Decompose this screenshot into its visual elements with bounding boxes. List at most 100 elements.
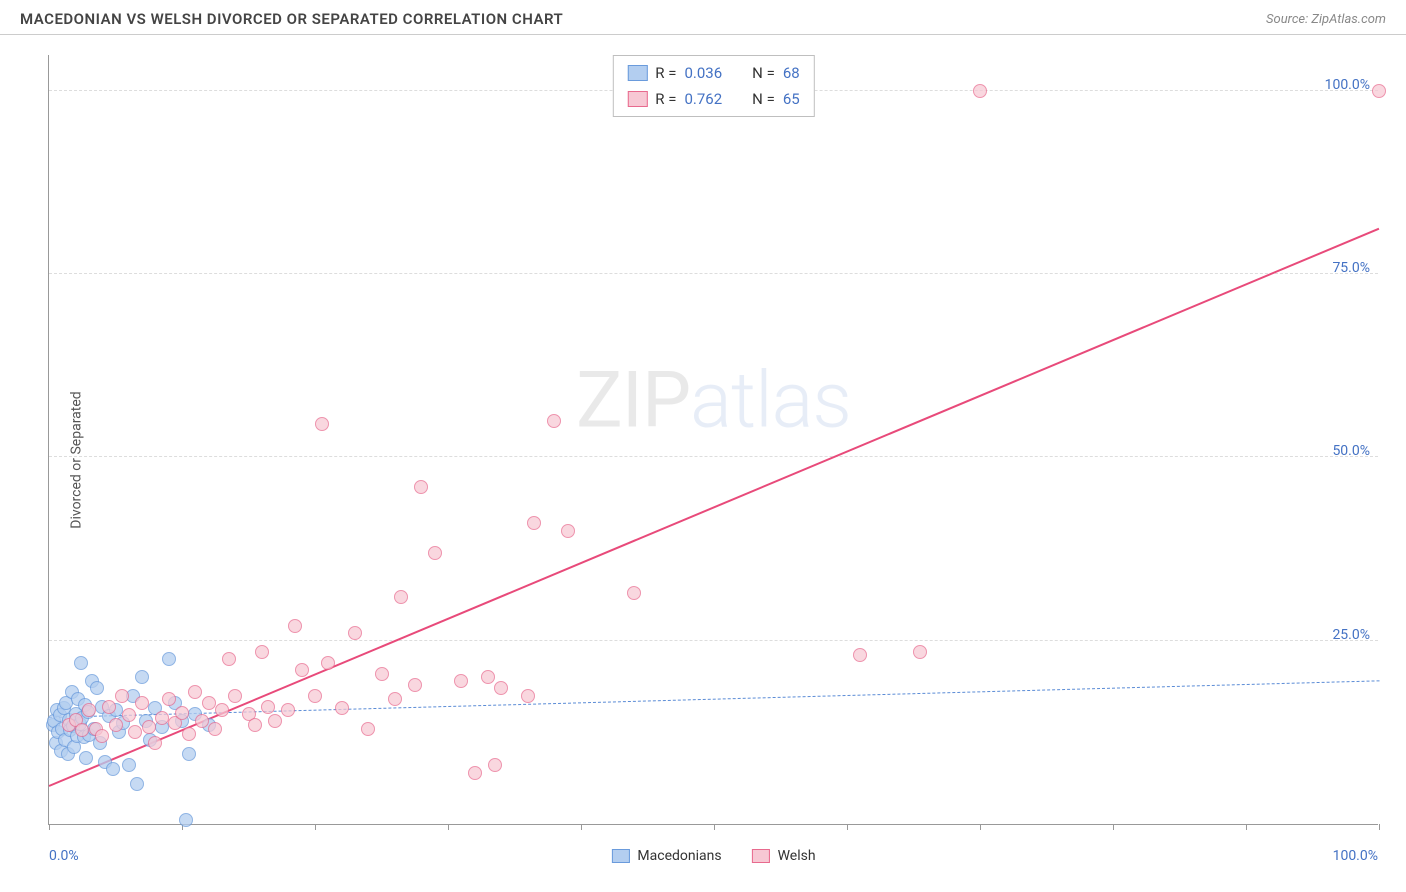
data-point-welsh [521, 689, 535, 703]
data-point-welsh [468, 766, 482, 780]
legend-r-value: 0.762 [684, 86, 722, 112]
data-point-welsh [202, 696, 216, 710]
data-point-macedonians [130, 777, 144, 791]
data-point-welsh [281, 703, 295, 717]
x-tick [315, 824, 316, 830]
legend-item-welsh: Welsh [752, 848, 816, 864]
data-point-welsh [222, 652, 236, 666]
data-point-welsh [122, 708, 136, 722]
series-legend: Macedonians Welsh [611, 848, 815, 864]
data-point-welsh [494, 681, 508, 695]
x-tick [1379, 824, 1380, 830]
gridline [49, 640, 1378, 641]
legend-swatch [627, 65, 647, 81]
data-point-welsh [102, 700, 116, 714]
watermark-light: atlas [690, 356, 851, 447]
x-tick [448, 824, 449, 830]
data-point-welsh [128, 725, 142, 739]
data-point-macedonians [135, 670, 149, 684]
x-tick-label-right: 100.0% [1333, 848, 1378, 864]
correlation-legend: R = 0.036N = 68R = 0.762N = 65 [612, 55, 814, 117]
data-point-welsh [375, 667, 389, 681]
data-point-macedonians [74, 656, 88, 670]
legend-swatch [627, 91, 647, 107]
y-tick-label: 100.0% [1325, 77, 1370, 93]
legend-item-macedonians: Macedonians [611, 848, 721, 864]
data-point-welsh [913, 645, 927, 659]
data-point-welsh [1372, 84, 1386, 98]
data-point-welsh [335, 701, 349, 715]
legend-series-name: Macedonians [637, 848, 721, 864]
legend-row-welsh: R = 0.762N = 65 [627, 86, 799, 112]
watermark: ZIPatlas [576, 356, 851, 447]
data-point-welsh [95, 729, 109, 743]
data-point-welsh [162, 692, 176, 706]
data-point-welsh [853, 648, 867, 662]
data-point-welsh [75, 723, 89, 737]
data-point-welsh [388, 692, 402, 706]
data-point-macedonians [90, 681, 104, 695]
data-point-welsh [481, 670, 495, 684]
chart-area: Divorced or Separated ZIPatlas 25.0%50.0… [0, 35, 1406, 885]
data-point-welsh [488, 758, 502, 772]
plot-region: ZIPatlas 25.0%50.0%75.0%100.0%0.0%100.0%… [48, 55, 1378, 825]
gridline [49, 456, 1378, 457]
trend-line-welsh [49, 228, 1380, 787]
data-point-welsh [175, 706, 189, 720]
chart-header: MACEDONIAN VS WELSH DIVORCED OR SEPARATE… [0, 0, 1406, 35]
data-point-welsh [188, 685, 202, 699]
data-point-macedonians [162, 652, 176, 666]
data-point-welsh [148, 736, 162, 750]
y-tick-label: 25.0% [1332, 627, 1370, 643]
data-point-welsh [268, 714, 282, 728]
chart-title: MACEDONIAN VS WELSH DIVORCED OR SEPARATE… [20, 10, 563, 28]
data-point-welsh [109, 718, 123, 732]
data-point-welsh [527, 516, 541, 530]
data-point-welsh [155, 711, 169, 725]
data-point-welsh [428, 546, 442, 560]
data-point-welsh [414, 480, 428, 494]
data-point-welsh [361, 722, 375, 736]
data-point-welsh [308, 689, 322, 703]
gridline [49, 273, 1378, 274]
y-tick-label: 75.0% [1332, 260, 1370, 276]
data-point-macedonians [179, 813, 193, 827]
data-point-welsh [973, 84, 987, 98]
data-point-welsh [261, 700, 275, 714]
data-point-welsh [228, 689, 242, 703]
x-tick [49, 824, 50, 830]
watermark-bold: ZIP [576, 356, 690, 447]
data-point-welsh [547, 414, 561, 428]
data-point-welsh [248, 718, 262, 732]
legend-row-macedonians: R = 0.036N = 68 [627, 60, 799, 86]
data-point-macedonians [79, 751, 93, 765]
data-point-welsh [255, 645, 269, 659]
data-point-welsh [135, 696, 149, 710]
data-point-welsh [627, 586, 641, 600]
legend-r-value: 0.036 [684, 60, 722, 86]
data-point-welsh [348, 626, 362, 640]
legend-swatch [752, 849, 770, 863]
legend-r-label: R = [655, 60, 676, 86]
data-point-welsh [195, 714, 209, 728]
data-point-welsh [288, 619, 302, 633]
data-point-welsh [295, 663, 309, 677]
data-point-macedonians [106, 762, 120, 776]
x-tick [714, 824, 715, 830]
data-point-welsh [394, 590, 408, 604]
data-point-welsh [561, 524, 575, 538]
legend-n-label: N = [752, 60, 775, 86]
data-point-welsh [454, 674, 468, 688]
legend-swatch [611, 849, 629, 863]
data-point-welsh [142, 720, 156, 734]
legend-r-label: R = [655, 86, 676, 112]
x-tick [980, 824, 981, 830]
x-tick [581, 824, 582, 830]
x-tick [1113, 824, 1114, 830]
data-point-welsh [208, 722, 222, 736]
data-point-welsh [115, 689, 129, 703]
data-point-macedonians [122, 758, 136, 772]
y-tick-label: 50.0% [1332, 443, 1370, 459]
data-point-welsh [215, 703, 229, 717]
data-point-welsh [315, 417, 329, 431]
